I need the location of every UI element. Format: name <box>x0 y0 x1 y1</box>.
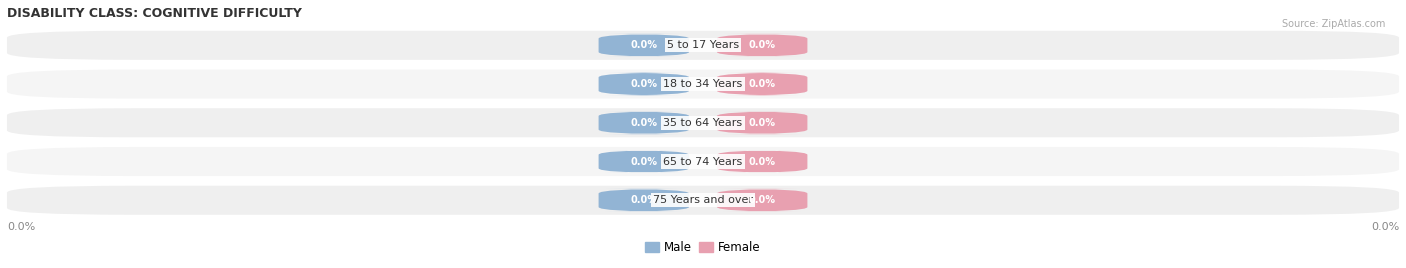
Text: Source: ZipAtlas.com: Source: ZipAtlas.com <box>1281 19 1385 29</box>
Text: DISABILITY CLASS: COGNITIVE DIFFICULTY: DISABILITY CLASS: COGNITIVE DIFFICULTY <box>7 7 302 20</box>
FancyBboxPatch shape <box>599 34 689 57</box>
Text: 0.0%: 0.0% <box>7 222 35 232</box>
FancyBboxPatch shape <box>7 147 1399 176</box>
Text: 0.0%: 0.0% <box>748 118 776 128</box>
Text: 0.0%: 0.0% <box>748 79 776 89</box>
Text: 0.0%: 0.0% <box>630 40 658 50</box>
Text: 0.0%: 0.0% <box>748 195 776 205</box>
FancyBboxPatch shape <box>599 111 689 134</box>
Text: 0.0%: 0.0% <box>748 157 776 166</box>
Text: 0.0%: 0.0% <box>748 40 776 50</box>
Text: 0.0%: 0.0% <box>630 157 658 166</box>
Text: 0.0%: 0.0% <box>630 118 658 128</box>
FancyBboxPatch shape <box>599 189 689 212</box>
Text: 35 to 64 Years: 35 to 64 Years <box>664 118 742 128</box>
FancyBboxPatch shape <box>717 150 807 173</box>
Text: 75 Years and over: 75 Years and over <box>652 195 754 205</box>
Text: 65 to 74 Years: 65 to 74 Years <box>664 157 742 166</box>
Legend: Male, Female: Male, Female <box>641 237 765 259</box>
FancyBboxPatch shape <box>717 111 807 134</box>
FancyBboxPatch shape <box>7 69 1399 99</box>
FancyBboxPatch shape <box>717 34 807 57</box>
Text: 18 to 34 Years: 18 to 34 Years <box>664 79 742 89</box>
Text: 0.0%: 0.0% <box>1371 222 1399 232</box>
Text: 0.0%: 0.0% <box>630 79 658 89</box>
FancyBboxPatch shape <box>599 150 689 173</box>
FancyBboxPatch shape <box>599 73 689 95</box>
Text: 0.0%: 0.0% <box>630 195 658 205</box>
FancyBboxPatch shape <box>717 189 807 212</box>
FancyBboxPatch shape <box>717 73 807 95</box>
Text: 5 to 17 Years: 5 to 17 Years <box>666 40 740 50</box>
FancyBboxPatch shape <box>7 186 1399 215</box>
FancyBboxPatch shape <box>7 31 1399 60</box>
FancyBboxPatch shape <box>7 108 1399 137</box>
